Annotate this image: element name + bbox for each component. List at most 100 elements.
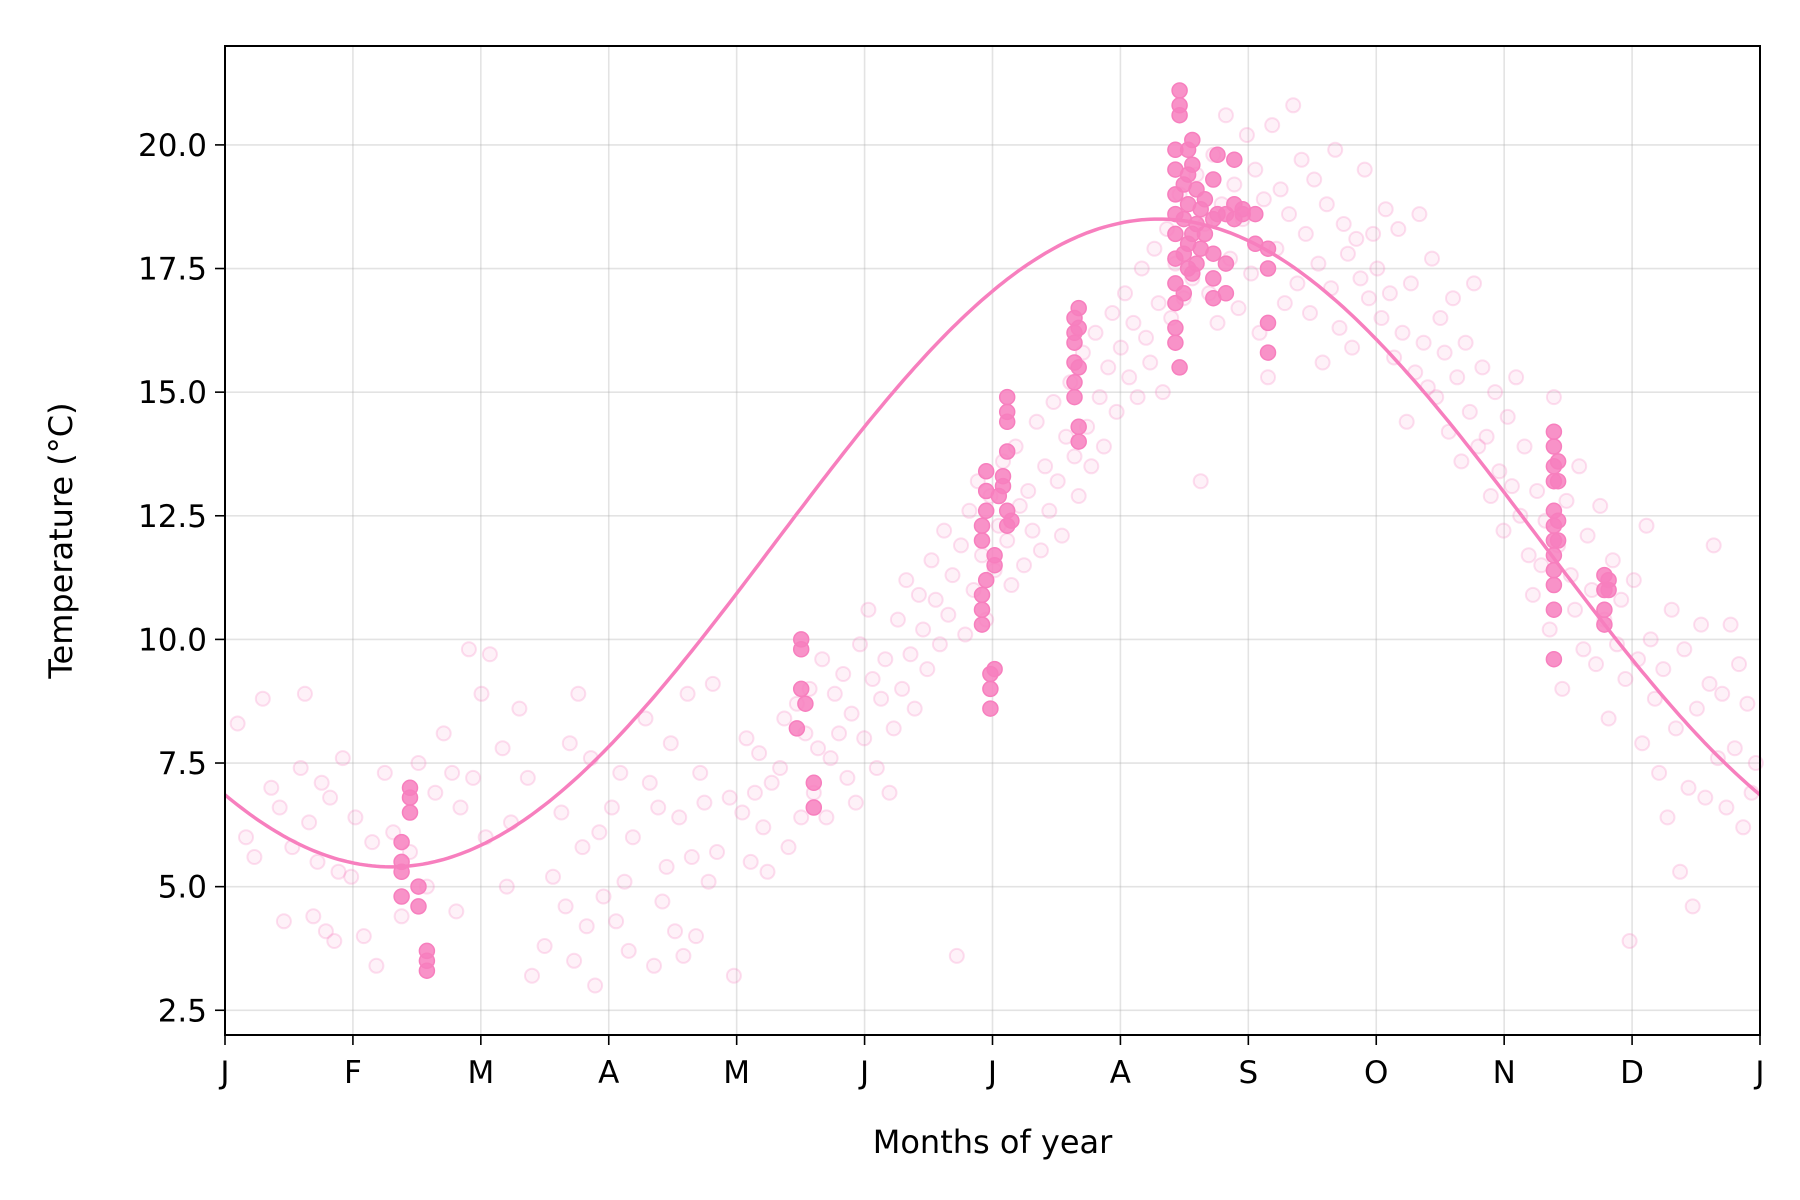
background-points <box>229 97 1764 994</box>
background-point <box>1369 260 1386 277</box>
background-point <box>1117 285 1133 302</box>
background-point <box>1529 483 1546 499</box>
background-point <box>481 646 498 663</box>
highlight-point <box>973 517 991 534</box>
background-point <box>1655 661 1672 678</box>
y-axis: 2.5 5.0 7.5 10.0 12.5 15.0 17.5 20.0 <box>138 128 225 1029</box>
highlight-point <box>792 631 810 648</box>
background-point <box>1053 527 1070 544</box>
background-point <box>326 933 343 949</box>
background-point <box>1390 221 1407 237</box>
highlight-points <box>393 82 1617 979</box>
background-point <box>263 779 280 796</box>
x-axis-title: Months of year <box>873 1123 1113 1161</box>
background-point <box>671 809 688 826</box>
background-point <box>1688 700 1705 717</box>
background-point <box>898 572 915 589</box>
background-point <box>1318 196 1335 213</box>
highlight-point <box>805 799 823 816</box>
background-point <box>860 601 877 618</box>
background-point <box>1461 403 1478 420</box>
background-point <box>1575 641 1592 658</box>
background-point <box>330 863 347 880</box>
background-point <box>465 769 482 786</box>
highlight-point <box>393 833 410 851</box>
x-tick-label: J <box>986 1055 997 1091</box>
background-point <box>1095 438 1112 455</box>
highlight-point <box>1196 191 1214 208</box>
background-point <box>1070 488 1087 504</box>
background-point <box>1634 735 1651 752</box>
background-point <box>1436 344 1453 361</box>
background-point <box>587 977 604 994</box>
background-point <box>1499 408 1516 425</box>
background-point <box>1558 492 1575 509</box>
background-point <box>616 873 633 890</box>
highlight-point <box>1070 433 1087 450</box>
background-point <box>1365 225 1382 242</box>
background-point <box>931 636 948 653</box>
highlight-point <box>393 888 410 905</box>
background-point <box>822 750 839 767</box>
background-point <box>1285 97 1302 114</box>
background-point <box>650 799 667 816</box>
background-point <box>940 606 957 623</box>
highlight-point <box>982 680 999 698</box>
highlight-point <box>1226 151 1243 168</box>
background-point <box>1226 176 1243 193</box>
background-point <box>1104 305 1121 321</box>
background-point <box>292 760 309 776</box>
background-point <box>1693 616 1710 633</box>
background-point <box>578 918 595 935</box>
background-point <box>1571 458 1588 475</box>
background-point <box>847 794 864 811</box>
x-tick-label: S <box>1238 1055 1258 1091</box>
background-point <box>545 868 561 885</box>
background-point <box>864 671 881 687</box>
highlight-point <box>1205 171 1222 188</box>
background-point <box>435 725 452 742</box>
background-point <box>448 903 465 920</box>
highlight-point <box>1196 225 1214 243</box>
background-point <box>1192 473 1209 490</box>
background-point <box>1352 270 1369 287</box>
y-tick-label: 5.0 <box>158 870 207 906</box>
background-point <box>1335 216 1352 232</box>
background-point <box>1714 685 1731 702</box>
highlight-point <box>1217 255 1235 272</box>
background-point <box>1667 720 1684 737</box>
background-point <box>1663 601 1680 618</box>
background-point <box>709 844 725 860</box>
background-point <box>667 923 683 940</box>
background-point <box>746 784 763 801</box>
background-point <box>1150 295 1167 312</box>
background-point <box>696 794 713 811</box>
background-point <box>910 586 927 603</box>
background-point <box>1217 107 1234 124</box>
background-point <box>1045 394 1062 410</box>
background-point <box>1520 547 1537 564</box>
background-point <box>498 878 515 895</box>
highlight-point <box>1070 359 1087 376</box>
background-point <box>1722 616 1739 633</box>
highlight-point <box>1545 601 1563 618</box>
background-point <box>1091 389 1108 406</box>
background-point <box>473 685 490 702</box>
background-point <box>1457 334 1474 351</box>
background-point <box>725 967 742 984</box>
highlight-point <box>1545 423 1563 440</box>
background-point <box>814 651 831 668</box>
background-point <box>688 928 704 945</box>
background-point <box>1697 789 1714 806</box>
highlight-point <box>1545 650 1563 668</box>
highlight-point <box>1545 576 1563 594</box>
highlight-point <box>410 878 427 895</box>
background-point <box>1739 695 1756 712</box>
x-tick-label: A <box>1110 1055 1131 1091</box>
background-point <box>1087 324 1104 341</box>
background-point <box>1209 314 1226 331</box>
y-tick-label: 7.5 <box>158 746 207 782</box>
background-point <box>1508 369 1525 386</box>
background-point <box>1066 448 1083 465</box>
background-point <box>641 774 658 791</box>
